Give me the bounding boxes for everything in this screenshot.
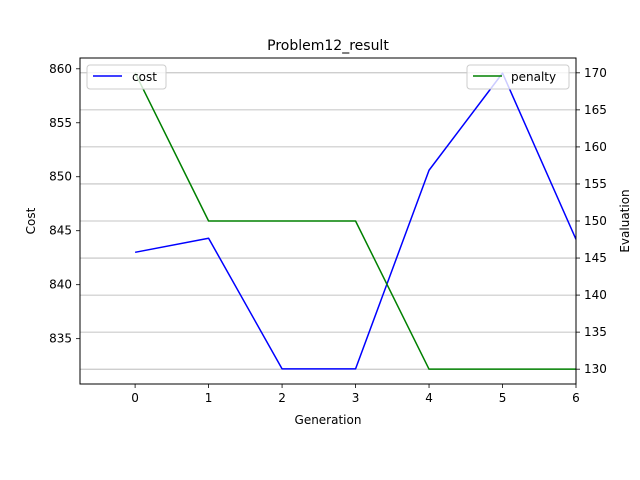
x-axis-label: Generation (295, 413, 362, 427)
left-y-tick-label: 845 (49, 224, 72, 238)
legend-cost-label: cost (132, 70, 157, 84)
left-y-axis-label: Cost (24, 207, 38, 234)
legend-penalty-label: penalty (511, 70, 556, 84)
x-tick-label: 5 (499, 391, 507, 405)
left-y-tick-label: 840 (49, 278, 72, 292)
left-y-tick-label: 835 (49, 332, 72, 346)
x-tick-label: 0 (131, 391, 139, 405)
right-y-tick-label: 130 (584, 362, 607, 376)
x-tick-label: 2 (278, 391, 286, 405)
legend-penalty: penalty (467, 65, 569, 89)
right-y-tick-label: 145 (584, 251, 607, 265)
right-y-tick-label: 150 (584, 214, 607, 228)
x-tick-label: 3 (352, 391, 360, 405)
x-tick-label: 6 (572, 391, 580, 405)
right-y-tick-label: 140 (584, 288, 607, 302)
right-y-tick-label: 170 (584, 66, 607, 80)
chart-title: Problem12_result (267, 38, 389, 54)
right-y-tick-label: 135 (584, 325, 607, 339)
x-tick-label: 4 (425, 391, 433, 405)
right-y-tick-label: 155 (584, 177, 607, 191)
x-tick-label: 1 (205, 391, 213, 405)
right-y-tick-label: 165 (584, 103, 607, 117)
right-y-axis-label: Evaluation (618, 189, 632, 252)
right-y-tick-label: 160 (584, 140, 607, 154)
left-y-tick-label: 855 (49, 116, 72, 130)
left-y-tick-label: 850 (49, 170, 72, 184)
left-y-tick-label: 860 (49, 62, 72, 76)
legend-cost: cost (87, 65, 166, 89)
